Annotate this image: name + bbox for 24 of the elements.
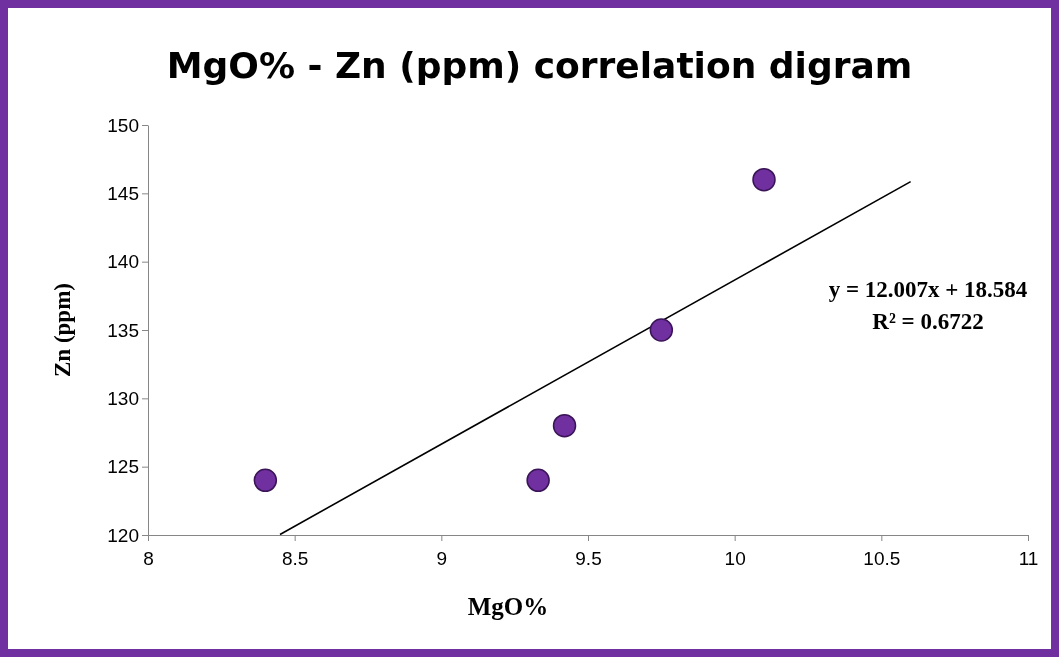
- point: [649, 318, 674, 342]
- annotation: R² = 0.6722: [872, 309, 984, 334]
- y-tick-label: 150: [107, 114, 139, 136]
- x-tick-label: 8.5: [281, 547, 309, 569]
- x-tick-label: 11: [1018, 547, 1039, 569]
- y-axis-title: Zn (ppm): [50, 283, 75, 377]
- point: [752, 167, 776, 192]
- y-tick-label: 145: [107, 182, 139, 204]
- x-axis-title: MgO%: [467, 593, 549, 620]
- y-tick-label: 135: [107, 319, 139, 341]
- point: [552, 413, 577, 438]
- y-tick-label: 120: [107, 524, 139, 546]
- point: [526, 468, 550, 493]
- y-tick-label: 130: [107, 387, 139, 409]
- y-tick-label: 125: [107, 456, 139, 478]
- x-tick-label: 9: [436, 547, 448, 569]
- x-tick-label: 9.5: [575, 547, 602, 569]
- chart-title: MgO% - Zn (ppm) correlation digram: [166, 45, 913, 86]
- point: [253, 468, 278, 493]
- annotation: y = 12.007x + 18.584: [828, 277, 1028, 302]
- y-tick-label: 140: [107, 251, 139, 273]
- x-tick-label: 10.5: [863, 547, 901, 569]
- x-tick-label: 8: [143, 547, 154, 569]
- x-tick-label: 10: [724, 547, 746, 569]
